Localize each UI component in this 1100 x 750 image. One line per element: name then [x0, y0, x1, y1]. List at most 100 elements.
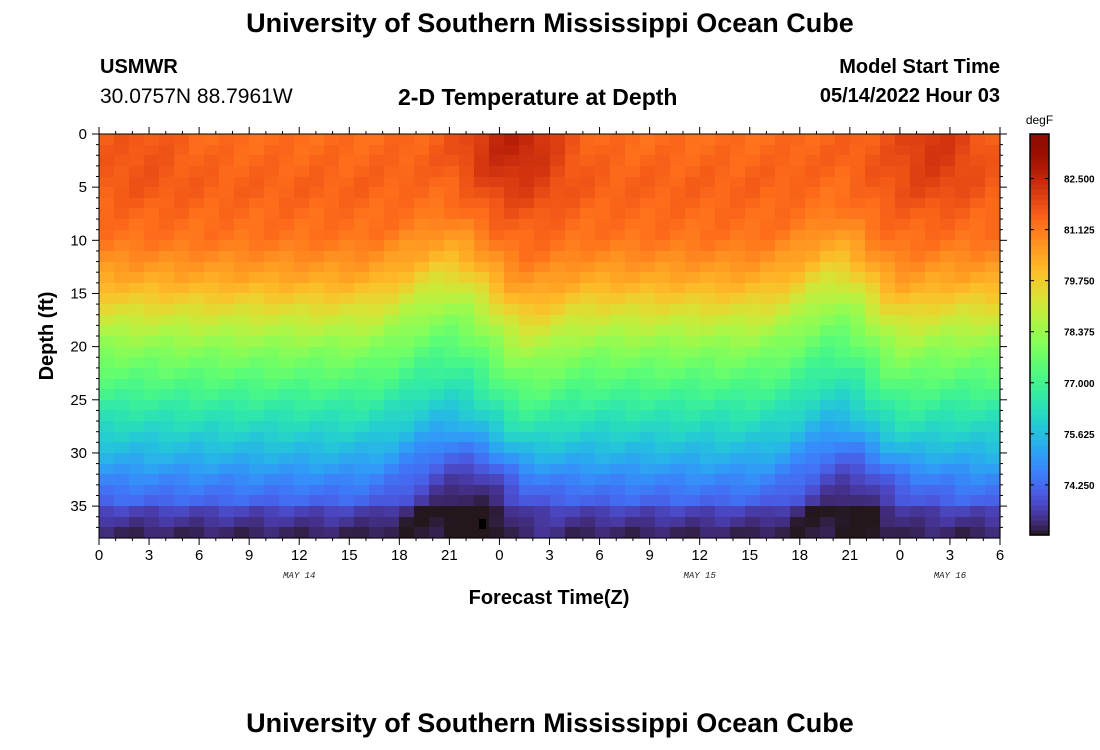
colorbar-segment [1030, 504, 1049, 511]
heatmap-cell [519, 208, 535, 220]
heatmap-cell [294, 368, 310, 380]
heatmap-cell [790, 240, 806, 252]
heatmap-cell [519, 315, 535, 326]
heatmap-cell [249, 187, 265, 199]
heatmap-cell [99, 240, 115, 252]
heatmap-cell [865, 272, 881, 284]
heatmap-cell [369, 315, 385, 326]
heatmap-cell [625, 368, 641, 380]
heatmap-cell [955, 464, 971, 475]
heatmap-cell [189, 251, 205, 263]
heatmap-cell [234, 442, 250, 454]
heatmap-cell [910, 400, 926, 411]
heatmap-cell [369, 453, 385, 465]
heatmap-cell [850, 219, 866, 231]
heatmap-cell [489, 474, 505, 486]
heatmap-cell [114, 166, 130, 178]
heatmap-cell [850, 442, 866, 454]
heatmap-cell [940, 357, 956, 369]
heatmap-cell [174, 240, 190, 252]
heatmap-cell [940, 283, 956, 294]
heatmap-cell [865, 357, 881, 369]
x-tick-label: 6 [195, 547, 203, 564]
heatmap-cell [204, 432, 220, 443]
heatmap-cell [895, 357, 911, 369]
heatmap-cell [174, 432, 190, 443]
heatmap-cell [670, 251, 686, 263]
heatmap-cell [414, 262, 430, 273]
heatmap-cell [249, 304, 265, 316]
heatmap-cell [940, 400, 956, 411]
heatmap-cell [865, 219, 881, 231]
heatmap-cell [955, 410, 971, 422]
heatmap-cell [129, 272, 145, 284]
heatmap-cell [595, 251, 611, 263]
heatmap-cell [444, 336, 460, 348]
heatmap-cell [940, 272, 956, 284]
x-tick-label: 15 [741, 547, 758, 564]
heatmap-cell [985, 240, 1001, 252]
heatmap-cell [129, 464, 145, 475]
heatmap-cell [234, 219, 250, 231]
heatmap-cell [114, 304, 130, 316]
heatmap-cell [715, 474, 731, 486]
heatmap-cell [640, 379, 656, 390]
heatmap-cell [459, 474, 475, 486]
heatmap-cell [354, 293, 370, 305]
heatmap-cell [820, 166, 836, 178]
heatmap-cell [369, 166, 385, 178]
heatmap-cell [550, 506, 566, 518]
heatmap-cell [805, 208, 821, 220]
heatmap-cell [625, 400, 641, 411]
heatmap-cell [114, 177, 130, 188]
heatmap-cell [489, 293, 505, 305]
heatmap-cell [850, 432, 866, 443]
heatmap-cell [610, 177, 626, 188]
heatmap-cell [279, 527, 295, 539]
colorbar-segment [1030, 134, 1049, 140]
heatmap-cell [459, 198, 475, 209]
heatmap-cell [940, 410, 956, 422]
colorbar-segment [1030, 414, 1049, 421]
colorbar-label: 77.000 [1064, 379, 1095, 390]
heatmap-cell [700, 166, 716, 178]
heatmap-cell [925, 464, 941, 475]
heatmap-cell [459, 219, 475, 231]
heatmap-cell [249, 379, 265, 390]
heatmap-cell [204, 389, 220, 401]
heatmap-cell [865, 506, 881, 518]
heatmap-cell [489, 442, 505, 454]
heatmap-cell [309, 325, 325, 337]
heatmap-cell [369, 527, 385, 539]
heatmap-cell [790, 166, 806, 178]
heatmap-cell [610, 410, 626, 422]
heatmap-cell [625, 251, 641, 263]
heatmap-cell [760, 421, 776, 433]
heatmap-cell [114, 410, 130, 422]
heatmap-cell [129, 198, 145, 209]
heatmap-cell [835, 272, 851, 284]
heatmap-cell [985, 304, 1001, 316]
heatmap-cell [970, 432, 986, 443]
heatmap-cell [625, 442, 641, 454]
heatmap-cell [580, 517, 596, 528]
heatmap-cell [865, 208, 881, 220]
heatmap-cell [805, 219, 821, 231]
heatmap-cell [249, 336, 265, 348]
heatmap-cell [580, 272, 596, 284]
heatmap-cell [384, 293, 400, 305]
heatmap-cell [519, 464, 535, 475]
heatmap-cell [204, 495, 220, 507]
heatmap-cell [309, 464, 325, 475]
heatmap-cell [805, 410, 821, 422]
heatmap-cell [700, 464, 716, 475]
heatmap-cell [249, 495, 265, 507]
colorbar-segment [1030, 309, 1049, 316]
heatmap-cell [459, 347, 475, 358]
heatmap-cell [700, 155, 716, 167]
heatmap-cell [865, 517, 881, 528]
heatmap-cell [249, 517, 265, 528]
heatmap-cell [114, 347, 130, 358]
heatmap-cell [835, 166, 851, 178]
heatmap-cell [565, 421, 581, 433]
